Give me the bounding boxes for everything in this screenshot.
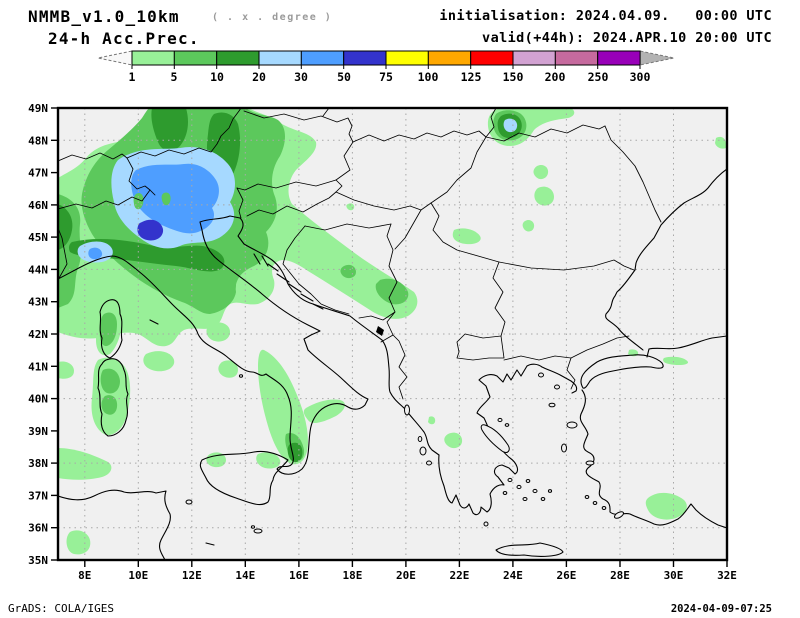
svg-text:5: 5 [171,70,178,84]
svg-text:16E: 16E [289,569,309,582]
country-borders [58,108,662,400]
svg-text:50: 50 [337,70,351,84]
svg-text:28E: 28E [610,569,630,582]
svg-text:40N: 40N [28,393,48,406]
svg-text:45N: 45N [28,231,48,244]
svg-text:32E: 32E [717,569,737,582]
svg-text:43N: 43N [28,296,48,309]
grads-credit: GrADS: COLA/IGES [8,602,114,615]
svg-text:36N: 36N [28,522,48,535]
islands [149,253,625,546]
svg-text:35N: 35N [28,554,48,567]
precip-level3-regions [58,108,522,463]
svg-text:24E: 24E [503,569,523,582]
svg-text:46N: 46N [28,199,48,212]
colorbar-underflow-arrow [97,50,133,66]
x-axis-labels: 8E 10E 12E 14E 16E 18E 20E 22E 24E 26E 2… [78,569,737,582]
svg-text:250: 250 [588,70,609,84]
lake-mark [376,326,384,336]
svg-text:12E: 12E [182,569,202,582]
svg-text:300: 300 [630,70,651,84]
svg-text:150: 150 [503,70,524,84]
svg-text:1: 1 [129,70,136,84]
svg-text:22E: 22E [449,569,469,582]
svg-text:200: 200 [545,70,566,84]
svg-text:39N: 39N [28,425,48,438]
svg-text:41N: 41N [28,360,48,373]
colorbar-legend: 1 5 10 20 30 50 75 100 125 150 200 250 3… [97,50,675,84]
valid-time-label: valid(+44h): 2024.APR.10 20:00 UTC [482,30,772,46]
colorbar-overflow-arrow [639,50,675,66]
colorbar-ticks [131,65,641,69]
colorbar-labels: 1 5 10 20 30 50 75 100 125 150 200 250 3… [129,70,651,84]
svg-text:49N: 49N [28,102,48,115]
creation-timestamp: 2024-04-09-07:25 [671,603,772,615]
svg-text:38N: 38N [28,457,48,470]
colorbar-segments [131,50,641,66]
resolution-note: ( . x . degree ) [212,12,332,23]
svg-text:30E: 30E [664,569,684,582]
svg-text:125: 125 [461,70,482,84]
forecast-map: 49N 48N 47N 46N 45N 44N 43N 42N 41N 40N … [28,102,737,582]
svg-text:30: 30 [294,70,308,84]
svg-text:37N: 37N [28,489,48,502]
svg-text:26E: 26E [556,569,576,582]
graticule [58,108,727,560]
y-axis-labels: 49N 48N 47N 46N 45N 44N 43N 42N 41N 40N … [28,102,48,567]
svg-text:48N: 48N [28,134,48,147]
svg-text:20E: 20E [396,569,416,582]
svg-text:20: 20 [252,70,266,84]
header: NMMB_v1.0_10km ( . x . degree ) 24-h Acc… [28,7,772,48]
svg-text:10E: 10E [128,569,148,582]
product-title: 24-h Acc.Prec. [48,29,200,48]
footer: GrADS: COLA/IGES 2024-04-09-07:25 [8,602,772,615]
svg-text:44N: 44N [28,263,48,276]
svg-text:47N: 47N [28,167,48,180]
init-time-label: initialisation: 2024.04.09. 00:00 UTC [439,8,772,24]
svg-text:8E: 8E [78,569,91,582]
axis-ticks [51,107,728,567]
svg-text:18E: 18E [342,569,362,582]
svg-text:75: 75 [379,70,393,84]
svg-text:10: 10 [210,70,224,84]
model-title: NMMB_v1.0_10km [28,7,180,26]
precip-level5-regions [88,163,219,260]
svg-text:14E: 14E [235,569,255,582]
precip-level6-regions [137,219,164,241]
svg-text:100: 100 [418,70,439,84]
svg-text:42N: 42N [28,328,48,341]
